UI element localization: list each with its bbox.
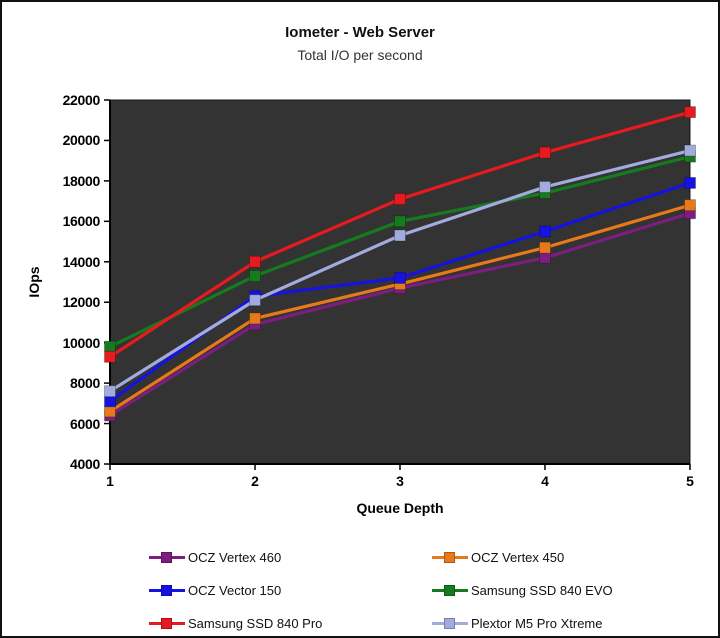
legend-item-ocz-vertex-460: OCZ Vertex 460	[149, 548, 432, 567]
legend-item-samsung-ssd-840-evo: Samsung SSD 840 EVO	[432, 581, 715, 600]
legend-label: OCZ Vertex 460	[188, 550, 282, 565]
y-axis-tick-label: 4000	[70, 456, 100, 472]
marker-samsung-ssd-840-evo-qd1	[104, 340, 116, 353]
y-axis-title: IOps	[26, 266, 42, 298]
marker-samsung-ssd-840-pro-qd3	[394, 193, 406, 206]
legend-square-icon	[444, 552, 455, 563]
marker-ocz-vector-150-qd1	[104, 395, 116, 408]
legend-item-samsung-ssd-840-pro: Samsung SSD 840 Pro	[149, 614, 432, 633]
chart-title: Iometer - Web Server	[285, 24, 435, 41]
marker-samsung-ssd-840-evo-qd3	[394, 215, 406, 228]
x-axis-tick-label: 5	[686, 473, 694, 489]
y-axis-tick-label: 18000	[62, 172, 101, 189]
marker-plextor-m5-pro-xtreme-qd2	[249, 294, 261, 307]
plot-area	[104, 99, 696, 470]
legend-marker-icon	[432, 584, 468, 597]
marker-ocz-vertex-450-qd1	[104, 405, 116, 418]
legend-label: Samsung SSD 840 EVO	[471, 583, 613, 598]
legend-square-icon	[161, 618, 172, 629]
marker-samsung-ssd-840-pro-qd1	[104, 350, 116, 363]
x-axis-tick-label: 2	[251, 473, 259, 489]
y-axis-tick-label: 16000	[62, 213, 101, 230]
legend-marker-icon	[149, 617, 185, 630]
marker-ocz-vertex-450-qd2	[249, 312, 261, 325]
marker-ocz-vector-150-qd5	[684, 176, 696, 189]
x-axis-tick-label: 1	[106, 473, 114, 489]
marker-plextor-m5-pro-xtreme-qd4	[539, 180, 551, 193]
legend-square-icon	[444, 618, 455, 629]
legend-square-icon	[161, 552, 172, 563]
x-axis-title: Queue Depth	[356, 500, 444, 516]
x-axis-tick-label: 3	[396, 473, 404, 489]
marker-ocz-vertex-450-qd5	[684, 199, 696, 212]
marker-plextor-m5-pro-xtreme-qd1	[104, 385, 116, 398]
marker-ocz-vertex-450-qd4	[539, 241, 551, 254]
legend-item-plextor-m5-pro-xtreme: Plextor M5 Pro Xtreme	[432, 614, 715, 633]
x-axis-tick-label: 4	[541, 473, 549, 489]
legend-square-icon	[444, 585, 455, 596]
legend-label: OCZ Vector 150	[188, 583, 282, 598]
marker-ocz-vector-150-qd4	[539, 225, 551, 238]
legend-label: Samsung SSD 840 Pro	[188, 616, 323, 631]
marker-samsung-ssd-840-pro-qd5	[684, 106, 696, 119]
legend-item-ocz-vector-150: OCZ Vector 150	[149, 581, 432, 600]
y-axis-tick-label: 22000	[62, 92, 101, 108]
legend-marker-icon	[432, 617, 468, 630]
y-axis-tick-label: 12000	[62, 294, 101, 311]
chart-subtitle: Total I/O per second	[297, 47, 423, 63]
legend: OCZ Vertex 460 OCZ Vertex 450 OCZ Vector 1…	[149, 548, 715, 633]
legend-marker-icon	[149, 551, 185, 564]
legend-label: Plextor M5 Pro Xtreme	[471, 616, 603, 631]
legend-item-ocz-vertex-450: OCZ Vertex 450	[432, 548, 715, 567]
marker-samsung-ssd-840-evo-qd2	[249, 269, 261, 282]
legend-label: OCZ Vertex 450	[471, 550, 565, 565]
marker-plextor-m5-pro-xtreme-qd3	[394, 229, 406, 242]
y-axis-tick-label: 14000	[62, 253, 101, 270]
marker-ocz-vertex-460-qd4	[539, 251, 551, 264]
marker-ocz-vector-150-qd3	[394, 271, 406, 284]
y-axis-tick-label: 10000	[62, 334, 101, 351]
y-axis-tick-label: 6000	[70, 415, 100, 432]
legend-square-icon	[161, 585, 172, 596]
marker-samsung-ssd-840-pro-qd4	[539, 146, 551, 159]
legend-marker-icon	[432, 551, 468, 564]
y-axis-tick-label: 8000	[70, 375, 100, 392]
legend-marker-icon	[149, 584, 185, 597]
marker-plextor-m5-pro-xtreme-qd5	[684, 144, 696, 157]
marker-samsung-ssd-840-pro-qd2	[249, 255, 261, 268]
y-axis-tick-label: 20000	[62, 132, 101, 149]
